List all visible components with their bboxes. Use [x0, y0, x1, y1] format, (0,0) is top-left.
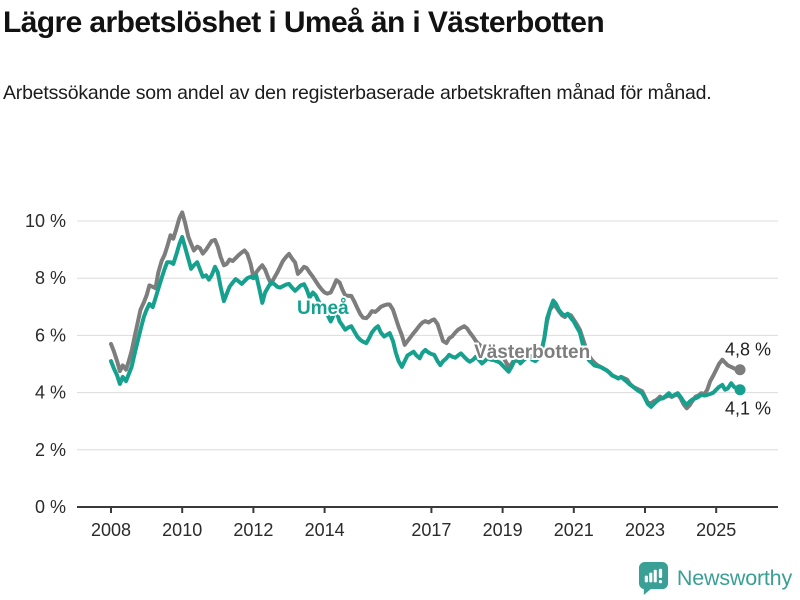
x-axis-label-2008: 2008 [91, 520, 131, 540]
series-label-umeå: Umeå [297, 298, 349, 319]
logo-bar-2 [649, 572, 653, 583]
newsworthy-logo-icon [638, 562, 668, 595]
y-axis-label-2: 2 % [35, 440, 66, 460]
end-value-label-umeå: 4,1 % [725, 399, 771, 419]
logo-exclamation-dot [658, 579, 663, 584]
header: Lägre arbetslöshet i Umeå än i Västerbot… [3, 6, 797, 39]
x-axis-label-2014: 2014 [305, 520, 345, 540]
end-dot-västerbotten [734, 364, 746, 376]
end-dot-umeå [734, 384, 746, 396]
x-axis-label-2019: 2019 [483, 520, 523, 540]
y-axis-label-8: 8 % [35, 268, 66, 288]
series-line-umeå [109, 235, 743, 409]
chart-subtitle: Arbetssökande som andel av den registerb… [3, 82, 712, 104]
logo-bar-1 [644, 575, 648, 583]
logo-exclamation-bar [658, 568, 663, 578]
x-axis-label-2023: 2023 [625, 520, 665, 540]
x-axis-label-2017: 2017 [411, 520, 451, 540]
x-axis-label-2012: 2012 [233, 520, 273, 540]
logo-bar-3 [653, 569, 657, 583]
newsworthy-logo-text: Newsworthy [676, 565, 792, 590]
y-axis-label-0: 0 % [35, 497, 66, 517]
x-axis-label-2010: 2010 [162, 520, 202, 540]
y-axis-label-10: 10 % [25, 211, 66, 231]
logo-bubble-shape [638, 562, 668, 595]
y-axis-label-4: 4 % [35, 383, 66, 403]
x-axis-label-2025: 2025 [696, 520, 736, 540]
series-line-västerbotten [109, 210, 743, 411]
series-label-västerbotten: Västerbotten [474, 342, 590, 363]
page-title: Lägre arbetslöshet i Umeå än i Västerbot… [3, 6, 605, 39]
end-value-label-västerbotten: 4,8 % [725, 340, 771, 360]
y-axis-label-6: 6 % [35, 325, 66, 345]
x-axis-label-2021: 2021 [554, 520, 594, 540]
newsworthy-brand: Newsworthy [638, 561, 792, 595]
